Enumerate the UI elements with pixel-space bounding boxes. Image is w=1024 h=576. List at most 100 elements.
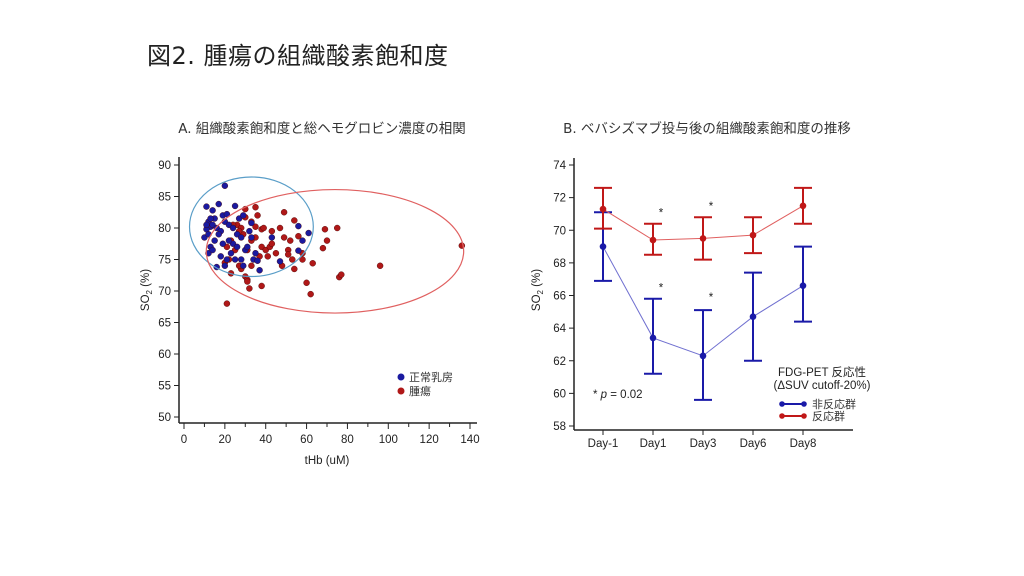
- data-point-normal: [237, 234, 245, 241]
- confidence-ellipse: [205, 188, 465, 314]
- p-value-annotation: * p = 0.02: [593, 389, 643, 401]
- data-point-tumor: [268, 227, 276, 235]
- data-point-tumor: [338, 271, 345, 278]
- data-point-tumor: [280, 209, 288, 216]
- data-point-normal: [223, 256, 231, 263]
- y-tick-label: 58: [553, 421, 566, 433]
- data-point-tumor: [280, 234, 288, 241]
- data-point-tumor: [272, 249, 280, 257]
- data-point-normal: [305, 229, 312, 237]
- data-point-normal: [215, 200, 222, 208]
- data-point-normal: [276, 258, 284, 265]
- y-axis-label: SO2 (%): [140, 269, 154, 311]
- y-tick-label: 60: [158, 349, 171, 361]
- data-point-normal: [240, 212, 247, 219]
- significance-marker: *: [709, 201, 714, 213]
- data-point-nonresponder: [699, 352, 707, 360]
- data-point-normal: [244, 243, 251, 251]
- data-point-normal: [231, 202, 239, 210]
- y-tick-label: 72: [553, 193, 566, 205]
- y-tick-label: 90: [158, 160, 171, 172]
- data-point-normal: [248, 219, 255, 227]
- y-tick-label: 70: [553, 225, 566, 237]
- data-point-tumor: [252, 223, 259, 230]
- data-point-tumor: [284, 251, 292, 258]
- x-tick-label: Day8: [790, 438, 817, 450]
- data-point-normal: [246, 227, 253, 235]
- data-point-tumor: [223, 300, 231, 307]
- data-point-normal: [215, 231, 222, 238]
- data-point-responder: [799, 202, 807, 210]
- data-point-normal: [237, 256, 245, 263]
- data-point-tumor: [252, 204, 259, 211]
- data-point-responder: [749, 231, 757, 239]
- legend-label: 反応群: [812, 409, 845, 423]
- data-point-tumor: [376, 262, 384, 269]
- chart-a-title: A. 組織酸素飽和度と総ヘモグロビン濃度の相関: [178, 121, 466, 137]
- data-point-tumor: [319, 244, 327, 252]
- y-tick-label: 75: [158, 255, 171, 267]
- legend-marker: [779, 413, 785, 419]
- x-tick-label: 40: [259, 434, 272, 446]
- data-point-tumor: [295, 232, 302, 240]
- data-point-tumor: [334, 224, 341, 232]
- significance-marker: *: [659, 282, 664, 294]
- data-point-normal: [268, 234, 276, 241]
- y-axis-label: SO2 (%): [531, 269, 545, 311]
- data-point-responder: [699, 235, 707, 242]
- data-point-normal: [248, 234, 255, 241]
- x-tick-label: Day3: [690, 438, 717, 450]
- y-tick-label: 50: [158, 412, 171, 424]
- data-point-nonresponder: [649, 334, 657, 342]
- y-tick-label: 70: [158, 286, 171, 298]
- data-point-tumor: [246, 285, 253, 292]
- x-tick-label: 60: [300, 434, 313, 446]
- x-axis-label: tHb (uM): [305, 455, 350, 467]
- data-point-tumor: [309, 260, 316, 267]
- data-point-normal: [209, 207, 216, 214]
- data-point-tumor: [264, 253, 271, 260]
- data-point-normal: [219, 240, 227, 247]
- y-tick-label: 65: [158, 318, 171, 330]
- data-point-tumor: [291, 217, 298, 224]
- x-tick-label: 20: [218, 434, 231, 446]
- x-tick-label: 0: [181, 434, 187, 446]
- legend-title: (ΔSUV cutoff-20%): [774, 380, 871, 392]
- y-tick-label: 74: [553, 160, 566, 172]
- legend-marker: [801, 413, 807, 419]
- data-point-tumor: [289, 256, 296, 263]
- data-point-tumor: [307, 290, 314, 298]
- legend-marker: [801, 401, 807, 407]
- chart-a: 50 55 60 65 70 75 80 85 90 0 20 40 60 80 100 120 140 tHb …: [140, 157, 480, 467]
- legend-marker: [779, 401, 785, 407]
- data-point-normal: [227, 249, 235, 257]
- data-point-normal: [207, 215, 214, 222]
- data-point-normal: [209, 246, 216, 254]
- chart-b: 58 60 62 64 66 68 70 72 74 Day-1 Day1 Day3 Day6 Day8 S…: [531, 158, 871, 450]
- data-point-tumor: [244, 278, 251, 285]
- y-tick-label: 60: [553, 388, 566, 400]
- data-point-normal: [256, 267, 263, 274]
- data-point-tumor: [258, 282, 265, 290]
- significance-marker: *: [659, 207, 664, 219]
- data-point-tumor: [287, 237, 294, 244]
- data-point-responder: [599, 205, 607, 213]
- legend-title: FDG-PET 反応性: [778, 365, 866, 379]
- legend-label: 正常乳房: [409, 371, 453, 384]
- legend-marker: [397, 387, 405, 395]
- y-tick-label: 68: [553, 258, 566, 270]
- data-point-normal: [203, 221, 210, 229]
- legend-label: 腫瘍: [409, 384, 431, 398]
- data-point-normal: [295, 247, 302, 254]
- data-point-normal: [211, 237, 218, 244]
- data-point-normal: [233, 243, 241, 251]
- data-point-normal: [221, 182, 229, 189]
- significance-marker: *: [709, 292, 714, 304]
- data-point-tumor: [321, 226, 329, 233]
- data-point-normal: [221, 262, 229, 269]
- x-tick-label: 120: [420, 434, 439, 446]
- data-point-normal: [231, 256, 239, 263]
- data-point-normal: [295, 222, 302, 230]
- y-tick-label: 80: [158, 223, 171, 235]
